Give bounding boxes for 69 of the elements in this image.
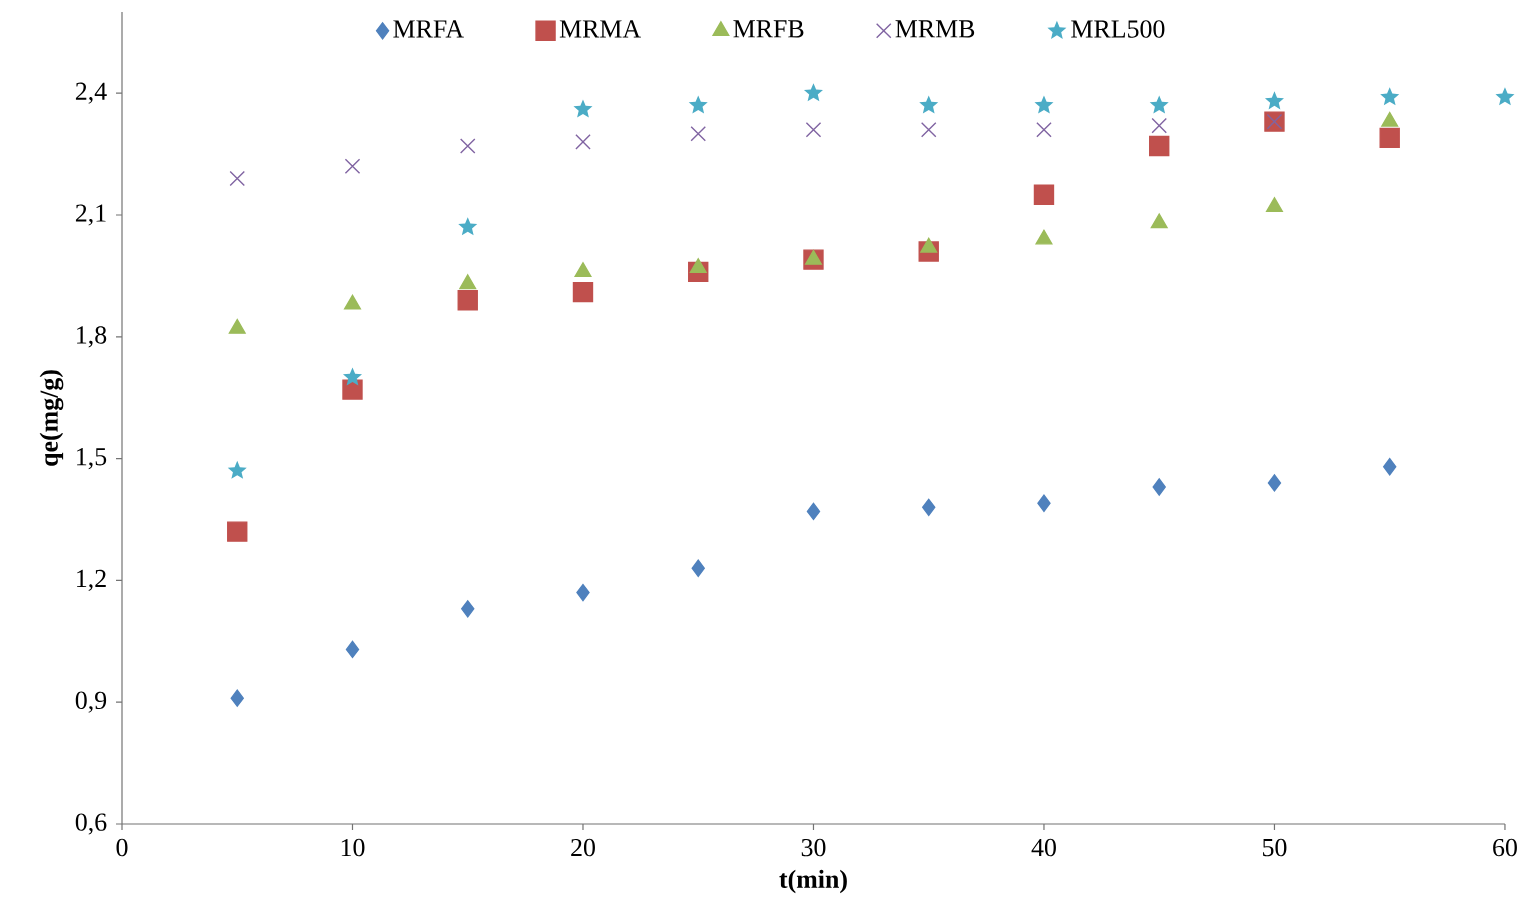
point <box>227 521 248 542</box>
point <box>459 274 477 290</box>
point <box>803 83 823 102</box>
point <box>574 262 592 278</box>
point <box>920 121 937 138</box>
x-tick-label: 60 <box>1493 838 1517 857</box>
point <box>572 281 594 303</box>
legend-label: MRFB <box>733 20 804 38</box>
point <box>461 600 475 618</box>
point <box>806 502 821 521</box>
point <box>1151 117 1167 134</box>
y-tick-label: 2,1 <box>75 204 106 226</box>
point <box>1035 229 1053 245</box>
y-axis-title: qe(mg/g) <box>39 370 64 466</box>
point <box>229 170 246 187</box>
point <box>805 121 822 138</box>
y-tick-label: 0,9 <box>75 691 107 713</box>
legend-label: MRFA <box>393 20 464 38</box>
x-tick-label: 30 <box>801 838 826 857</box>
point <box>688 95 708 114</box>
point <box>344 294 361 310</box>
point <box>459 138 476 154</box>
y-tick-label: 1,8 <box>77 326 107 348</box>
point <box>576 583 590 602</box>
y-tick-label: 2,4 <box>75 82 107 104</box>
point <box>1033 184 1055 205</box>
point <box>342 379 363 400</box>
x-tick-label: 20 <box>571 838 595 857</box>
point <box>689 258 707 273</box>
point <box>1150 213 1168 229</box>
point <box>344 158 361 175</box>
point <box>1383 458 1397 476</box>
point <box>920 237 938 253</box>
point <box>458 217 478 236</box>
point <box>1380 87 1400 106</box>
x-tick-label: 10 <box>341 838 365 857</box>
point <box>690 126 706 142</box>
point <box>1037 494 1051 512</box>
point <box>1381 111 1399 127</box>
point <box>1149 135 1170 157</box>
point <box>457 290 478 311</box>
point <box>1152 478 1166 496</box>
x-tick-label: 0 <box>116 838 128 857</box>
point <box>345 640 360 659</box>
point <box>919 95 939 114</box>
point <box>227 460 247 479</box>
point <box>575 134 591 150</box>
point <box>1034 95 1054 114</box>
x-tick-label: 40 <box>1031 838 1056 857</box>
legend-label: MRL500 <box>1071 20 1165 38</box>
legend-label: MRMB <box>895 20 975 38</box>
y-tick-label: 0,6 <box>75 813 107 835</box>
x-axis-title: t(min) <box>779 869 847 894</box>
point <box>1265 197 1283 213</box>
point <box>573 99 593 118</box>
point <box>230 689 244 707</box>
point <box>342 367 362 386</box>
point <box>1036 121 1052 138</box>
y-tick-label: 1,5 <box>77 448 107 470</box>
point <box>1149 95 1169 114</box>
legend-label: MRMA <box>559 20 641 38</box>
point <box>1264 91 1284 110</box>
y-tick-label: 1,2 <box>77 569 106 591</box>
x-tick-label: 50 <box>1263 838 1287 857</box>
point <box>691 559 705 577</box>
point <box>1495 87 1515 106</box>
point <box>922 498 936 517</box>
point <box>1379 127 1400 149</box>
point <box>1267 474 1282 492</box>
